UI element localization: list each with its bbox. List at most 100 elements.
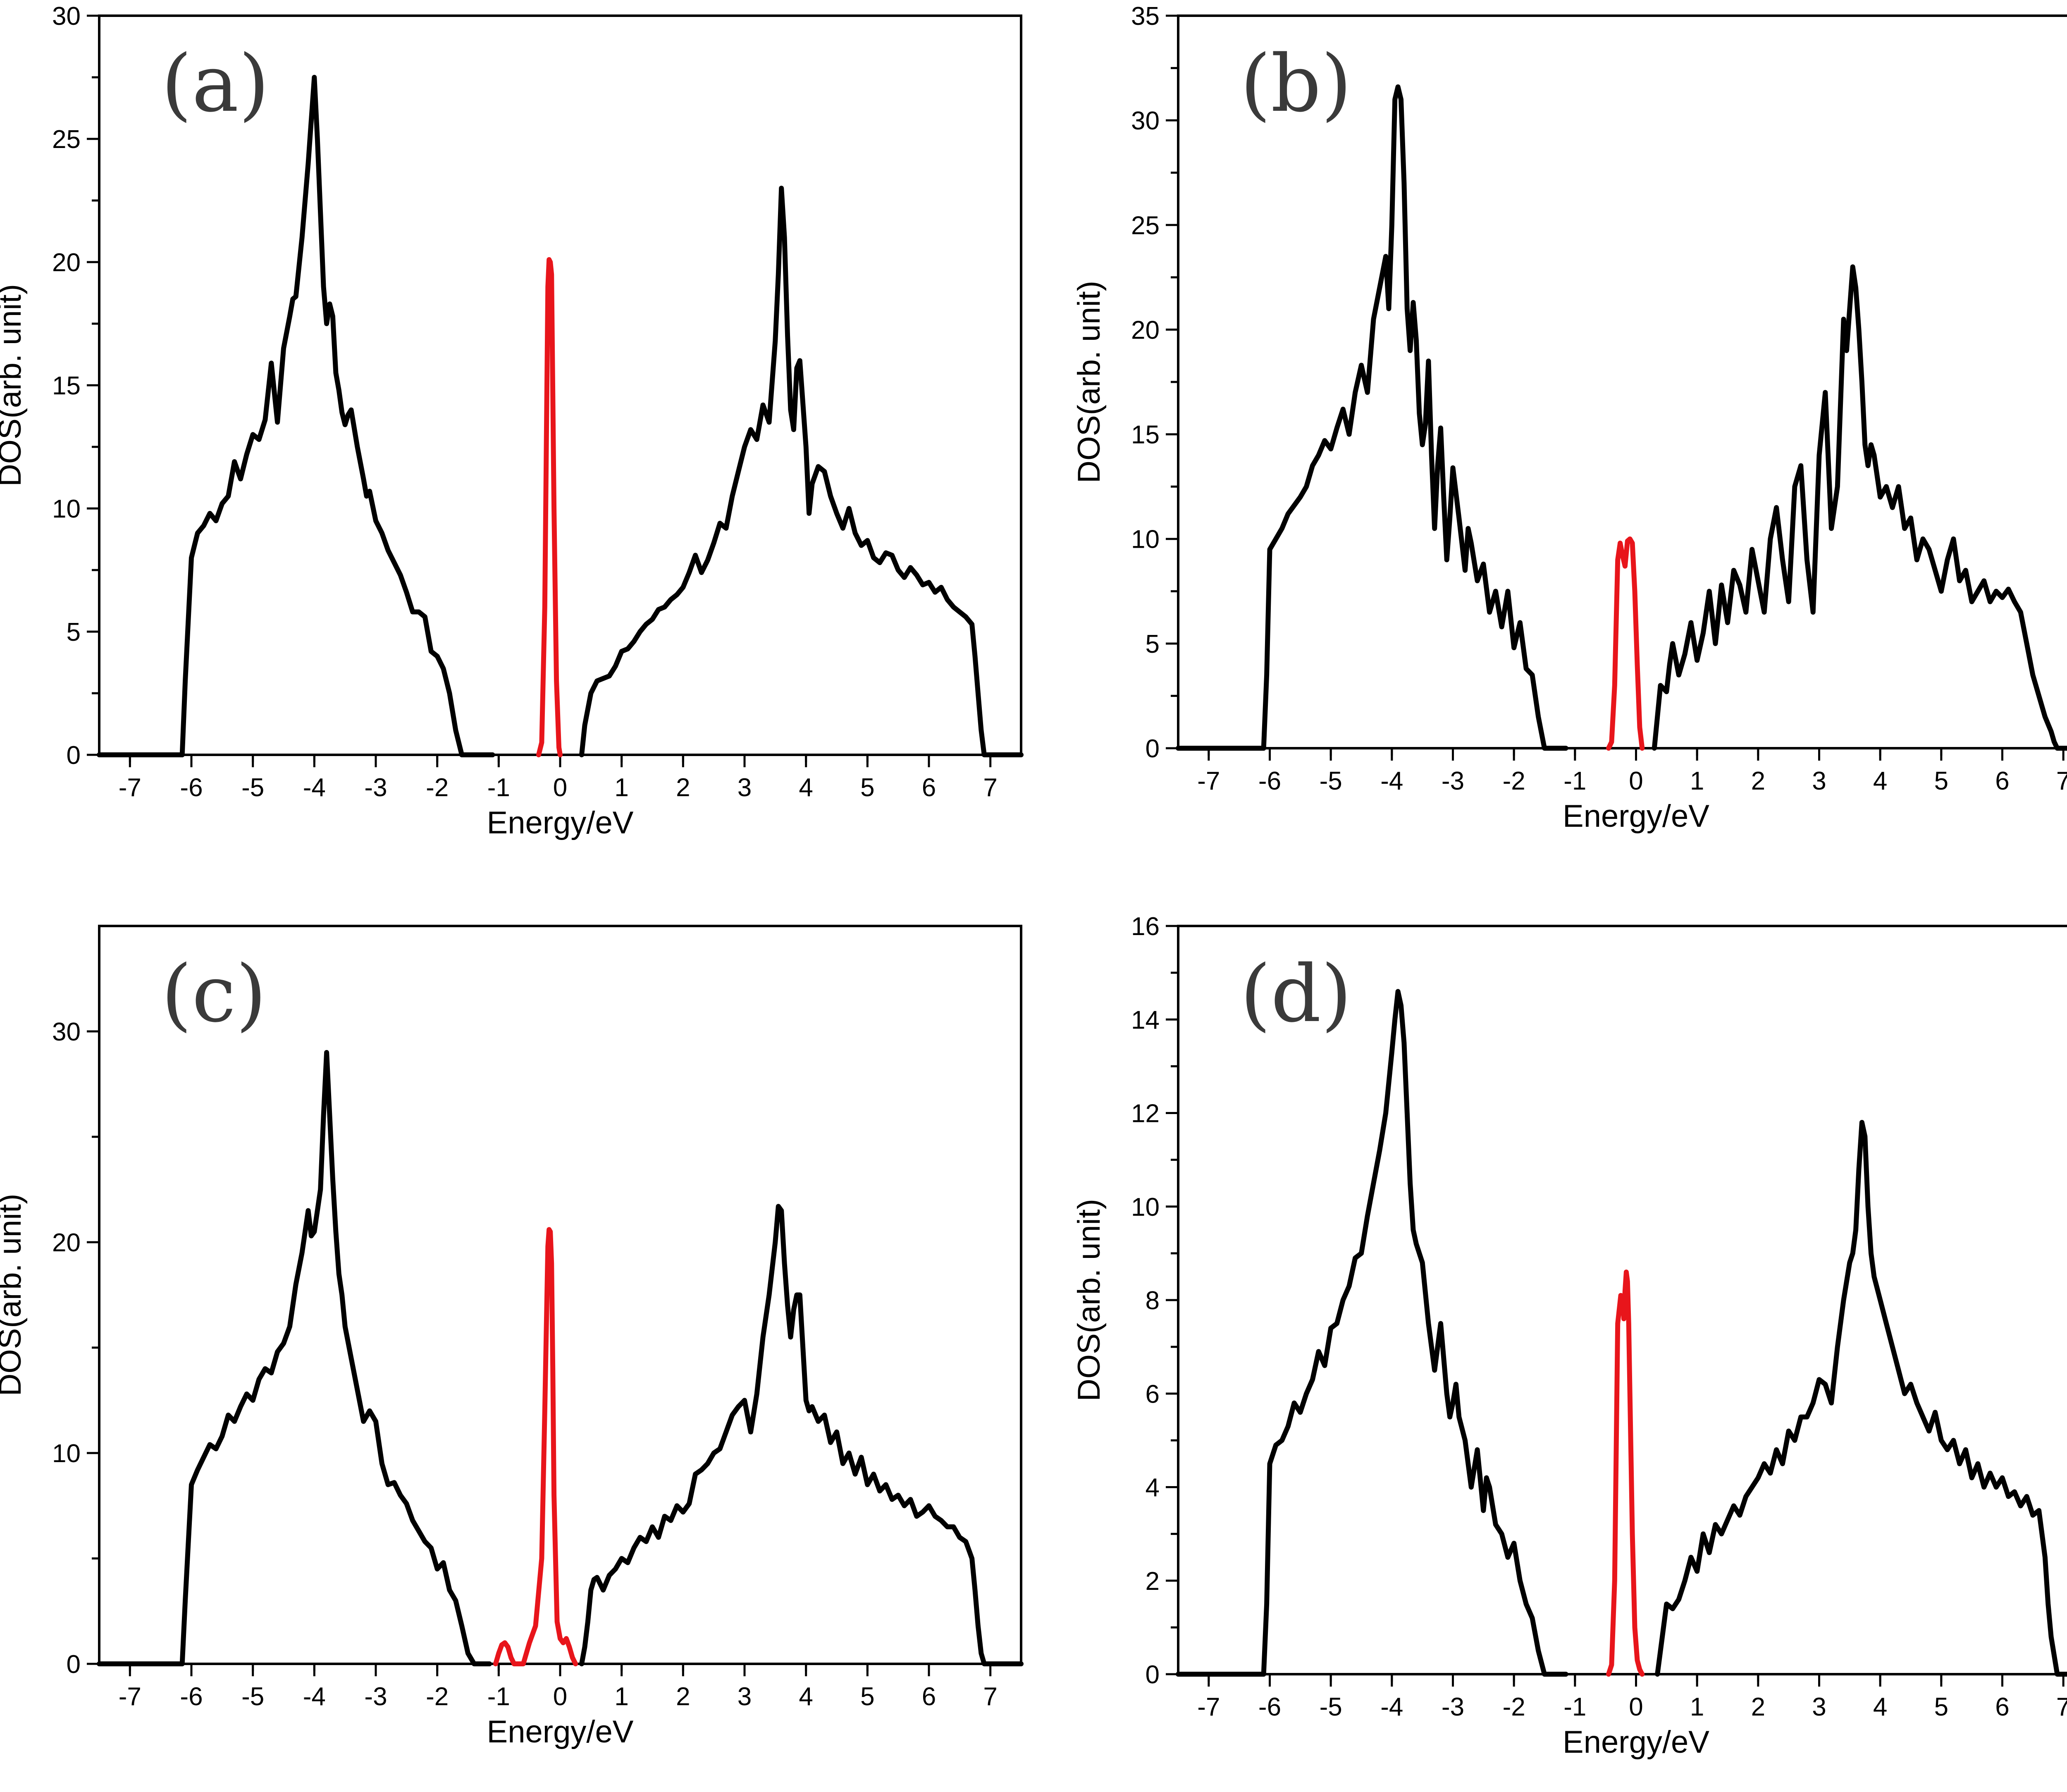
panel-label: (d) [1240,948,1352,1040]
x-tick-label: -2 [1503,1693,1525,1721]
host-dos-line [579,1204,1024,1666]
x-tick-label: -3 [364,1682,387,1711]
x-tick-label: -5 [241,1682,264,1711]
host-dos-line [1176,84,1568,751]
x-tick-label: 1 [614,773,628,802]
y-tick-label: 25 [1131,211,1160,240]
x-tick-label: 3 [1812,1693,1826,1721]
y-tick-label: 10 [1131,1193,1160,1222]
x-tick-label: 7 [983,1682,997,1711]
y-tick-label: 10 [52,495,81,523]
x-tick-label: 0 [1629,767,1643,795]
y-tick-label: 0 [67,1650,81,1679]
x-tick-label: -5 [1320,1693,1342,1721]
host-dos-line [97,75,495,757]
y-tick-label: 0 [67,741,81,770]
x-tick-label: -3 [1442,767,1464,795]
y-tick-label: 6 [1146,1380,1160,1408]
x-tick-label: -7 [1197,1693,1220,1721]
x-tick-label: 4 [1873,767,1887,795]
y-tick-label: 25 [52,125,81,154]
x-tick-label: -5 [241,773,264,802]
x-tick-label: -5 [1320,767,1342,795]
x-tick-label: 5 [1934,1693,1948,1721]
x-tick-label: 2 [1751,1693,1765,1721]
y-tick-label: 20 [52,1229,81,1257]
panel-c: 0 10 20 30 -7 -6 -5 -4 -3 -2 -1 0 1 2 3 4 5 6 7 Energy/eV DO… [0,925,1024,1749]
x-tick-label: 2 [676,773,690,802]
x-axis-title: Energy/eV [487,805,634,840]
x-tick-label: -1 [487,773,510,802]
x-tick-label: -2 [426,1682,449,1711]
x-axis-title: Energy/eV [1563,1725,1709,1760]
y-tick-label: 15 [52,372,81,400]
y-tick-label: 35 [1131,2,1160,31]
x-axis-title: Energy/eV [1563,799,1709,834]
y-tick-label: 30 [52,1018,81,1046]
host-dos-line [579,186,1024,757]
x-axis-title: Energy/eV [487,1714,634,1749]
y-tick-label: 12 [1131,1100,1160,1128]
impurity-dos-line [536,257,563,757]
x-tick-label: 0 [553,1682,567,1711]
x-tick-label: 7 [2056,1693,2067,1721]
x-tick-label: 4 [799,1682,813,1711]
x-tick-label: 1 [1690,1693,1704,1721]
x-tick-label: 6 [1995,1693,2009,1721]
y-tick-label: 14 [1131,1006,1160,1034]
y-axis-title: DOS(arb. unit) [1072,1199,1107,1401]
x-tick-label: 0 [553,773,567,802]
y-axis-title: DOS(arb. unit) [0,1194,28,1396]
x-tick-label: 2 [676,1682,690,1711]
x-tick-label: -1 [1563,767,1586,795]
x-tick-label: 5 [1934,767,1948,795]
host-dos-line [1652,264,2067,751]
x-tick-label: -4 [1380,1693,1403,1721]
y-tick-label: 10 [52,1439,81,1468]
x-tick-label: 5 [860,1682,874,1711]
y-tick-label: 2 [1146,1567,1160,1596]
panel-b: 0 5 10 15 20 25 30 35 -7 -6 -5 -4 -3 -2 -1 0 1 2 3 4 5 6 7 Ener… [1072,2,2067,834]
x-tick-label: 0 [1629,1693,1643,1721]
x-tick-label: 4 [799,773,813,802]
y-tick-label: 0 [1146,735,1160,763]
impurity-dos-line [1606,1269,1645,1677]
impurity-dos-line [493,1227,578,1666]
x-tick-label: -4 [303,773,326,802]
x-tick-label: 4 [1873,1693,1887,1721]
x-tick-label: -7 [1197,767,1220,795]
x-tick-label: -2 [426,773,449,802]
x-tick-label: -1 [487,1682,510,1711]
panel-label: (a) [161,38,270,129]
y-tick-label: 16 [1131,912,1160,941]
x-tick-label: -6 [180,773,203,802]
x-tick-label: -3 [1442,1693,1464,1721]
y-tick-label: 30 [52,2,81,31]
y-tick-label: 5 [67,618,81,647]
y-tick-label: 30 [1131,107,1160,135]
panel-a: 0 5 10 15 20 25 30 -7 -6 -5 -4 -3 -2 -1 0 1 2 3 4 5 6 7 Energy… [0,2,1024,840]
y-axis-title: DOS(arb. unit) [0,284,28,487]
x-tick-label: 3 [1812,767,1826,795]
y-tick-label: 20 [1131,316,1160,344]
y-tick-label: 4 [1146,1474,1160,1502]
host-dos-line [1176,989,1568,1677]
y-tick-label: 8 [1146,1286,1160,1315]
x-tick-label: 3 [738,1682,752,1711]
x-tick-label: 3 [738,773,752,802]
y-axis-title: DOS(arb. unit) [1072,281,1107,483]
x-tick-label: 7 [2056,767,2067,795]
x-tick-label: 6 [922,1682,936,1711]
x-tick-label: -2 [1503,767,1525,795]
x-tick-label: 5 [860,773,874,802]
panel-label: (b) [1240,38,1352,129]
x-tick-label: -3 [364,773,387,802]
x-tick-label: -7 [119,773,141,802]
x-tick-label: -4 [303,1682,326,1711]
y-tick-label: 5 [1146,630,1160,659]
x-tick-label: -6 [1258,767,1281,795]
x-tick-label: -1 [1563,1693,1586,1721]
x-tick-label: 7 [983,773,997,802]
